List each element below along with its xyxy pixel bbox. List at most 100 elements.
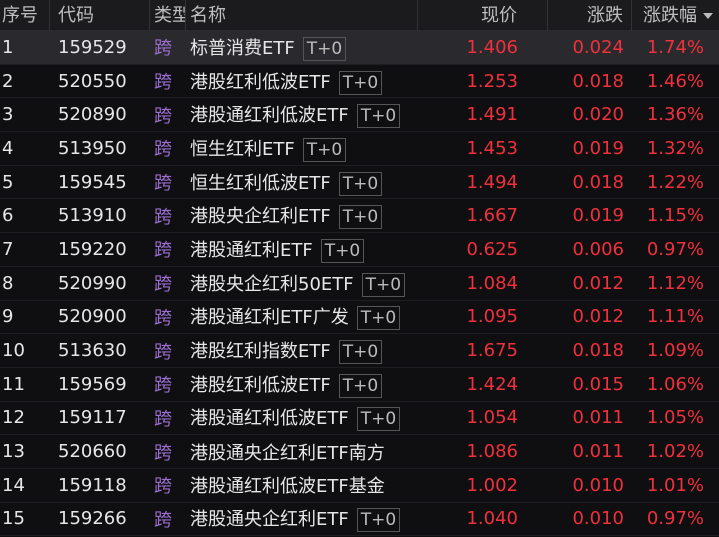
row-type-text: 跨 (154, 173, 172, 195)
row-type: 跨 (150, 34, 186, 60)
row-code-text: 520550 (58, 70, 127, 92)
table-row[interactable]: 8 520990 跨港股央企红利50ETF T+0 1.084 0.012 1.12% (0, 267, 719, 301)
row-type-text: 跨 (154, 105, 172, 127)
row-code: 520660 (50, 441, 150, 462)
table-row[interactable]: 3 520890 跨港股通红利低波ETF T+0 1.491 0.020 1.36% (0, 98, 719, 133)
table-row[interactable]: 10 513630 跨港股红利指数ETF T+0 1.675 0.018 1.09% (0, 334, 719, 368)
col-code[interactable]: 代码 (50, 0, 150, 31)
row-pct-text: 1.22% (646, 171, 704, 193)
row-type: 跨 (150, 68, 186, 94)
table-row[interactable]: 14 159118 跨港股通红利低波ETF基金 1.002 0.010 1.01% (0, 469, 719, 503)
row-name: 港股通红利低波ETF T+0 (186, 404, 418, 432)
row-code-text: 159266 (58, 508, 127, 530)
row-type: 跨 (150, 102, 186, 128)
row-index: 2 (0, 71, 50, 92)
row-price-text: 1.675 (466, 340, 518, 362)
row-name-text: 港股通央企红利ETF南方 (190, 442, 385, 464)
row-price: 1.491 (418, 104, 548, 125)
table-row[interactable]: 9 520900 跨港股通红利ETF广发 T+0 1.095 0.012 1.11% (0, 301, 719, 335)
row-change: 0.018 (548, 340, 632, 361)
row-price-text: 1.086 (466, 441, 518, 463)
table-header: 序号 代码 类型 名称 现价 涨跌 涨跌幅 (0, 0, 719, 31)
row-price-text: 0.625 (466, 238, 518, 260)
table-row[interactable]: 1 159529 跨标普消费ETF T+0 1.406 0.024 1.74% (0, 31, 719, 65)
col-pct[interactable]: 涨跌幅 (632, 0, 719, 31)
row-price-text: 1.040 (466, 508, 518, 530)
row-change-text: 0.012 (572, 272, 624, 294)
t0-badge: T+0 (338, 70, 383, 95)
row-price: 1.424 (418, 374, 548, 395)
t0-badge: T+0 (356, 306, 401, 331)
row-type: 跨 (150, 371, 186, 397)
col-name[interactable]: 名称 (186, 0, 418, 31)
row-code-text: 513910 (58, 205, 127, 227)
table-row[interactable]: 13 520660 跨港股通央企红利ETF南方 1.086 0.011 1.02% (0, 435, 719, 469)
row-pct: 1.12% (632, 273, 719, 294)
row-type: 跨 (150, 236, 186, 262)
col-change[interactable]: 涨跌 (548, 0, 632, 31)
row-name-text: 港股通央企红利ETF (190, 509, 349, 531)
row-pct: 1.36% (632, 104, 719, 125)
row-type-text: 跨 (154, 38, 172, 60)
row-code-text: 159569 (58, 373, 127, 395)
col-index[interactable]: 序号 (0, 0, 50, 31)
table-row[interactable]: 6 513910 跨港股央企红利ETF T+0 1.667 0.019 1.15% (0, 199, 719, 234)
row-index: 4 (0, 138, 50, 159)
row-pct-text: 1.74% (646, 36, 704, 58)
row-price-text: 1.002 (466, 474, 518, 496)
row-name-text: 港股通红利低波ETF基金 (190, 476, 385, 498)
row-price-text: 1.491 (466, 104, 518, 126)
col-type[interactable]: 类型 (150, 0, 186, 31)
row-change-text: 0.018 (572, 171, 624, 193)
row-pct-text: 1.32% (646, 137, 704, 159)
row-name-text: 港股通红利低波ETF (190, 408, 349, 430)
row-type-text: 跨 (154, 274, 172, 296)
table-row[interactable]: 15 159266 跨港股通央企红利ETF T+0 1.040 0.010 0.97% (0, 503, 719, 537)
row-change: 0.020 (548, 104, 632, 125)
row-pct: 1.09% (632, 340, 719, 361)
row-index-text: 11 (2, 373, 25, 395)
row-code: 520550 (50, 71, 150, 92)
row-change: 0.018 (548, 172, 632, 193)
table-row[interactable]: 11 159569 跨港股红利低波ETF T+0 1.424 0.015 1.06% (0, 368, 719, 402)
row-type: 跨 (150, 270, 186, 296)
row-index: 12 (0, 407, 50, 428)
col-price[interactable]: 现价 (418, 0, 548, 31)
row-code: 159545 (50, 172, 150, 193)
table-row[interactable]: 7 159220 跨港股通红利ETF T+0 0.625 0.006 0.97% (0, 233, 719, 267)
t0-badge: T+0 (302, 137, 347, 162)
row-price: 1.086 (418, 441, 548, 462)
row-code: 513630 (50, 340, 150, 361)
row-name-text: 港股通红利ETF (190, 239, 313, 261)
row-price-text: 1.424 (466, 373, 518, 395)
table-row[interactable]: 12 159117 跨港股通红利低波ETF T+0 1.054 0.011 1.05% (0, 402, 719, 436)
row-type-text: 跨 (154, 240, 172, 262)
row-code-text: 520660 (58, 441, 127, 463)
row-name: 恒生红利低波ETF T+0 (186, 169, 418, 196)
row-change-text: 0.019 (572, 205, 624, 227)
t0-badge: T+0 (320, 238, 365, 263)
row-change-text: 0.010 (572, 508, 624, 530)
row-change: 0.019 (548, 138, 632, 159)
t0-badge: T+0 (338, 340, 383, 365)
row-type: 跨 (150, 304, 186, 330)
row-code-text: 520900 (58, 306, 127, 328)
row-change-text: 0.006 (572, 238, 624, 260)
row-code-text: 159118 (58, 474, 127, 496)
row-type-text: 跨 (154, 307, 172, 329)
row-code-text: 513950 (58, 137, 127, 159)
row-price: 1.084 (418, 273, 548, 294)
t0-badge: T+0 (338, 205, 383, 230)
t0-badge: T+0 (356, 508, 401, 533)
table-row[interactable]: 2 520550 跨港股红利低波ETF T+0 1.253 0.018 1.46% (0, 65, 719, 99)
row-code: 513910 (50, 205, 150, 226)
table-row[interactable]: 4 513950 跨恒生红利ETF T+0 1.453 0.019 1.32% (0, 132, 719, 166)
col-pct-label: 涨跌幅 (643, 4, 697, 26)
t0-badge: T+0 (338, 171, 383, 196)
t0-badge: T+0 (361, 272, 406, 297)
row-name: 港股央企红利ETF T+0 (186, 202, 418, 230)
row-pct: 1.06% (632, 374, 719, 395)
row-change: 0.012 (548, 306, 632, 327)
table-row[interactable]: 5 159545 跨恒生红利低波ETF T+0 1.494 0.018 1.22% (0, 166, 719, 200)
row-code-text: 520890 (58, 104, 127, 126)
